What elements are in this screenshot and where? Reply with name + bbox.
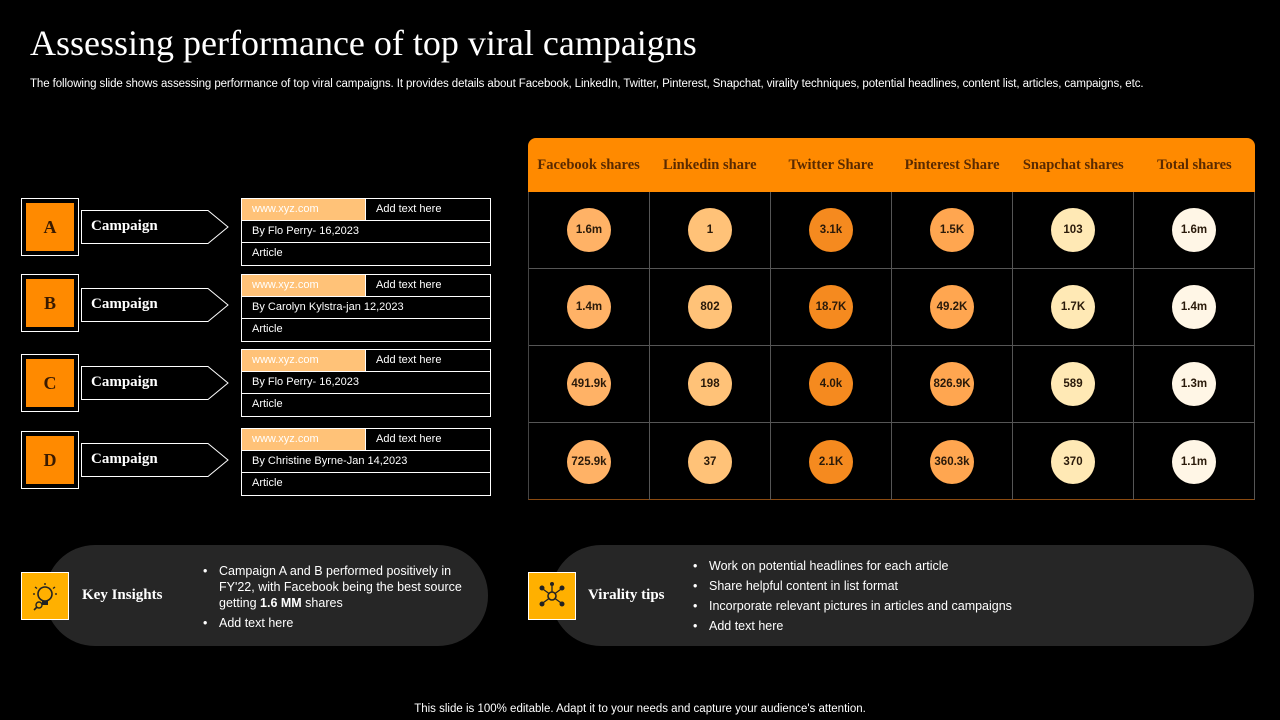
header-linkedin: Linkedin share [662,157,757,173]
insight-highlight: 1.6 MM [260,596,302,610]
value-circle: 18.7K [809,285,853,329]
campaign-add-text: Add text here [376,279,442,291]
campaign-arrow: Campaign [81,366,229,400]
value-circle: 2.1K [809,439,853,484]
table-header: Facebook shares Linkedin share Twitter S… [528,138,1255,192]
insight-text: Campaign A and B performed positively in… [219,564,462,610]
list-item: Work on potential headlines for each art… [691,558,1231,574]
virality-tips-title: Virality tips [588,587,665,603]
campaign-type: Article [252,323,283,335]
value-circle: 37 [688,439,732,484]
key-insights-list: Campaign A and B performed positively in… [201,563,469,635]
list-item: Add text here [691,618,1231,634]
campaign-block-d: D Campaign www.xyz.com Add text here By C… [21,428,491,496]
lightbulb-icon [21,572,69,620]
value-circle: 1.6m [1172,208,1216,252]
value-circle: 1.4m [1172,285,1216,329]
value-circle: 725.9k [567,439,611,484]
value-circle: 103 [1051,208,1095,252]
list-item: Add text here [201,615,469,631]
campaign-url: www.xyz.com [242,199,366,220]
campaign-block-a: A Campaign www.xyz.com Add text here By F… [21,198,491,266]
campaign-letter-box: A [21,198,79,256]
page-subtitle: The following slide shows assessing perf… [30,78,1144,90]
campaign-byline: By Christine Byrne-Jan 14,2023 [252,455,408,467]
table-row: 1.4m 802 18.7K 49.2K 1.7K 1.4m [529,269,1255,346]
campaign-letter: B [26,279,74,327]
header-pinterest: Pinterest Share [904,157,1000,173]
virality-tips-list: Work on potential headlines for each art… [691,558,1231,638]
value-circle: 491.9k [567,362,611,406]
page-title: Assessing performance of top viral campa… [30,23,697,63]
value-circle: 1 [688,208,732,252]
campaign-letter-box: D [21,431,79,489]
campaign-url: www.xyz.com [242,429,366,450]
campaign-url: www.xyz.com [242,275,366,296]
value-circle: 1.7K [1051,285,1095,329]
value-circle: 49.2K [930,285,974,329]
header-facebook: Facebook shares [537,157,640,173]
campaign-type: Article [252,247,283,259]
list-item: Share helpful content in list format [691,578,1231,594]
campaign-add-text: Add text here [376,433,442,445]
campaign-block-c: C Campaign www.xyz.com Add text here By F… [21,349,491,417]
value-circle: 826.9K [930,362,974,406]
campaign-type: Article [252,398,283,410]
campaign-label: Campaign [91,451,158,467]
campaign-label: Campaign [91,218,158,234]
campaign-letter: C [26,359,74,407]
value-circle: 370 [1051,439,1095,484]
value-circle: 3.1k [809,208,853,252]
value-circle: 198 [688,362,732,406]
list-item: Incorporate relevant pictures in article… [691,598,1231,614]
campaign-byline: By Flo Perry- 16,2023 [252,225,359,237]
header-total: Total shares [1157,157,1232,173]
campaign-letter-box: B [21,274,79,332]
table-body: 1.6m 1 3.1k 1.5K 103 1.6m 1.4m 802 18.7K… [528,192,1255,500]
key-insights-title: Key Insights [82,587,163,603]
campaign-block-b: B Campaign www.xyz.com Add text here By C… [21,274,491,342]
campaign-type: Article [252,477,283,489]
campaign-letter: D [26,436,74,484]
campaign-label: Campaign [91,374,158,390]
campaign-arrow: Campaign [81,288,229,322]
campaign-info-table: www.xyz.com Add text here By Flo Perry- 1… [241,349,491,417]
campaign-byline: By Carolyn Kylstra-jan 12,2023 [252,301,404,313]
value-circle: 4.0k [809,362,853,406]
campaign-add-text: Add text here [376,354,442,366]
value-circle: 802 [688,285,732,329]
campaign-label: Campaign [91,296,158,312]
value-circle: 1.3m [1172,362,1216,406]
campaign-url: www.xyz.com [242,350,366,371]
footer-note: This slide is 100% editable. Adapt it to… [414,703,866,715]
table-row: 725.9k 37 2.1K 360.3k 370 1.1m [529,423,1255,500]
value-circle: 589 [1051,362,1095,406]
campaign-info-table: www.xyz.com Add text here By Christine By… [241,428,491,496]
campaign-byline: By Flo Perry- 16,2023 [252,376,359,388]
campaign-arrow: Campaign [81,210,229,244]
network-icon [528,572,576,620]
value-circle: 1.5K [930,208,974,252]
shares-table: Facebook shares Linkedin share Twitter S… [528,138,1255,500]
header-twitter: Twitter Share [788,157,874,173]
list-item: Campaign A and B performed positively in… [201,563,469,611]
value-circle: 1.1m [1172,439,1216,484]
value-circle: 360.3k [930,439,974,484]
value-circle: 1.6m [567,208,611,252]
table-row: 491.9k 198 4.0k 826.9K 589 1.3m [529,346,1255,423]
campaign-letter: A [26,203,74,251]
table-row: 1.6m 1 3.1k 1.5K 103 1.6m [529,192,1255,269]
campaign-letter-box: C [21,354,79,412]
header-snapchat: Snapchat shares [1022,157,1124,173]
campaign-arrow: Campaign [81,443,229,477]
insight-suffix: shares [301,596,343,610]
campaign-add-text: Add text here [376,203,442,215]
value-circle: 1.4m [567,285,611,329]
campaign-info-table: www.xyz.com Add text here By Carolyn Kyls… [241,274,491,342]
campaign-info-table: www.xyz.com Add text here By Flo Perry- 1… [241,198,491,266]
